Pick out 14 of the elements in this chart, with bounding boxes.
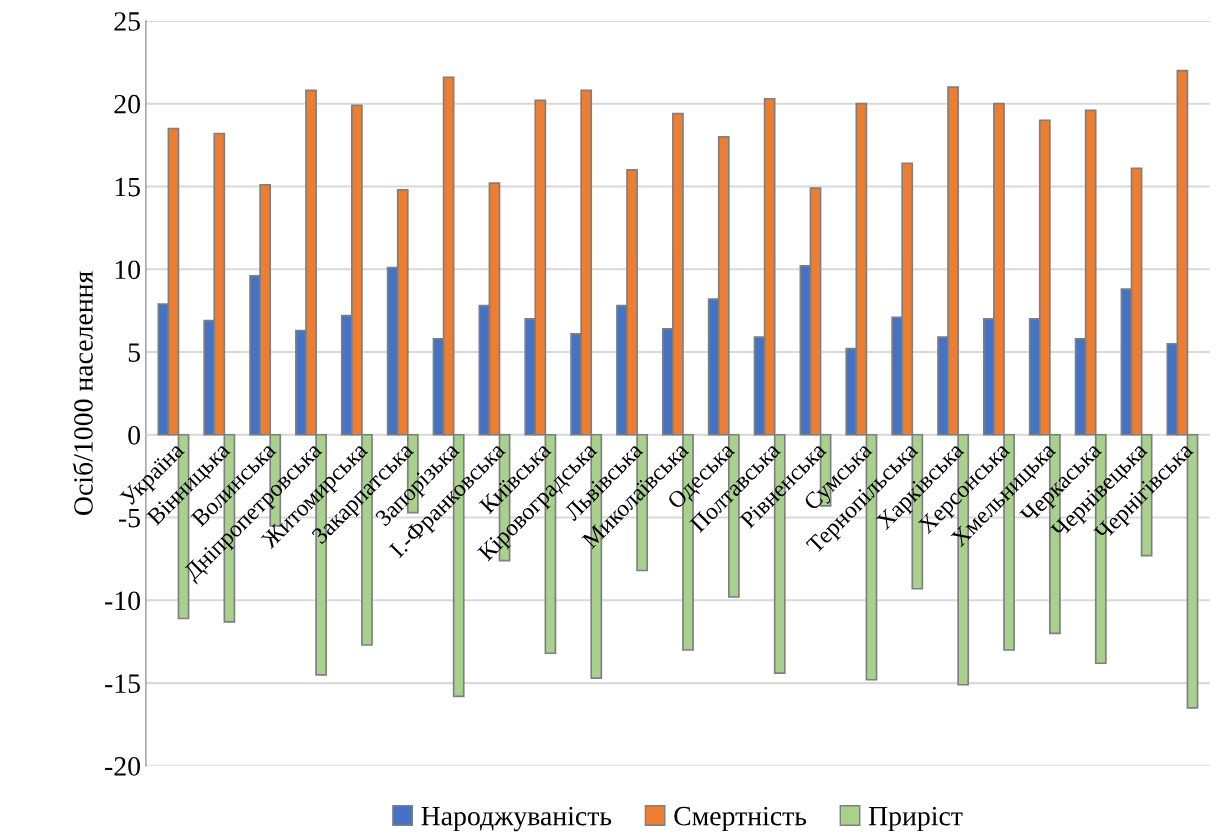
y-tick-label: 10: [115, 260, 140, 280]
y-tick-label: 15: [115, 177, 140, 197]
y-axis-title: Осіб/1000 населення: [72, 271, 93, 515]
y-tick-label: -10: [105, 591, 140, 611]
y-tick-label: -5: [118, 508, 140, 528]
y-tick-label: -20: [105, 757, 140, 776]
legend-label: Народжуваність: [421, 806, 612, 832]
legend-label: Приріст: [868, 806, 963, 832]
legend-label: Смертність: [674, 806, 807, 832]
y-tick-label: 5: [128, 343, 140, 362]
y-tick-label: 0: [128, 425, 140, 445]
y-tick-label: 20: [114, 94, 140, 114]
y-tick-label: 25: [114, 12, 140, 31]
y-tick-label: -15: [105, 674, 140, 693]
